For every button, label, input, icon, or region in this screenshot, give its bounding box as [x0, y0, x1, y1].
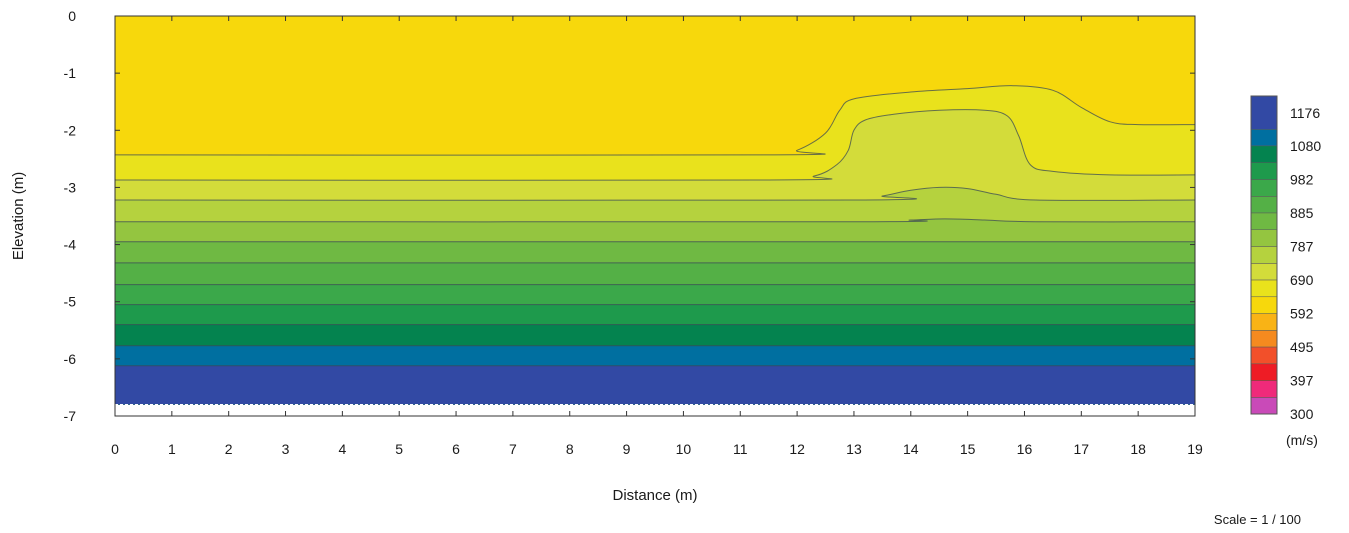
y-tick-label: -1	[64, 65, 77, 81]
colorbar-unit-label: (m/s)	[1286, 432, 1318, 448]
colorbar-band-836	[1251, 213, 1277, 230]
colorbar-band-885	[1251, 196, 1277, 213]
x-tick-label: 19	[1187, 441, 1203, 457]
x-tick-label: 3	[282, 441, 290, 457]
x-tick-label: 10	[676, 441, 692, 457]
colorbar-band-933	[1251, 180, 1277, 197]
colorbar-label: 690	[1290, 272, 1314, 288]
y-axis-title: Elevation (m)	[10, 172, 27, 260]
x-tick-label: 9	[623, 441, 631, 457]
x-tick-label: 7	[509, 441, 517, 457]
x-tick-label: 17	[1074, 441, 1090, 457]
colorbar-label: 982	[1290, 172, 1314, 188]
x-tick-label: 4	[338, 441, 346, 457]
x-tick-label: 1	[168, 441, 176, 457]
colorbar-band-787	[1251, 230, 1277, 247]
scale-note: Scale = 1 / 100	[1214, 512, 1301, 527]
y-tick-label: -5	[64, 294, 77, 310]
colorbar-label: 300	[1290, 406, 1314, 422]
y-tick-label: 0	[68, 8, 76, 24]
x-axis-title: Distance (m)	[612, 487, 697, 504]
x-tick-label: 5	[395, 441, 403, 457]
x-tick-label: 2	[225, 441, 233, 457]
colorbar-label: 787	[1290, 239, 1314, 255]
colorbar-band-1080	[1251, 129, 1277, 146]
colorbar-band-397	[1251, 364, 1277, 381]
colorbar-band-300	[1251, 397, 1277, 414]
colorbar-band-348	[1251, 381, 1277, 398]
colorbar-band-543	[1251, 314, 1277, 331]
colorbar-band-982	[1251, 163, 1277, 180]
x-tick-label: 11	[733, 441, 748, 457]
x-tick-label: 13	[846, 441, 862, 457]
x-tick-label: 15	[960, 441, 976, 457]
y-tick-label: -2	[64, 122, 77, 138]
colorbar-band-1128	[1251, 96, 1277, 129]
y-tick-label: -4	[64, 237, 77, 253]
x-tick-label: 18	[1130, 441, 1146, 457]
x-tick-label: 6	[452, 441, 460, 457]
colorbar-label: 885	[1290, 205, 1314, 221]
layer-fill-1150	[115, 366, 1195, 405]
y-tick-label: -3	[64, 179, 77, 195]
colorbar-band-592	[1251, 297, 1277, 314]
colorbar-band-495	[1251, 330, 1277, 347]
colorbar-label: 1176	[1290, 105, 1320, 121]
colorbar-band-641	[1251, 280, 1277, 297]
x-tick-label: 12	[789, 441, 805, 457]
x-tick-label: 16	[1017, 441, 1033, 457]
colorbar-band-690	[1251, 263, 1277, 280]
colorbar-band-1031	[1251, 146, 1277, 163]
x-tick-label: 8	[566, 441, 574, 457]
x-tick-label: 0	[111, 441, 119, 457]
colorbar-band-446	[1251, 347, 1277, 364]
colorbar-label: 495	[1290, 339, 1314, 355]
colorbar-band-738	[1251, 247, 1277, 264]
colorbar-label: 1080	[1290, 138, 1321, 154]
colorbar-label: 397	[1290, 373, 1314, 389]
y-tick-label: -7	[64, 408, 77, 424]
colorbar: 1176 1080 982 885 787 690 592 495 397 300	[1251, 96, 1321, 422]
colorbar-label: 592	[1290, 306, 1314, 322]
y-tick-label: -6	[64, 351, 77, 367]
x-tick-label: 14	[903, 441, 919, 457]
